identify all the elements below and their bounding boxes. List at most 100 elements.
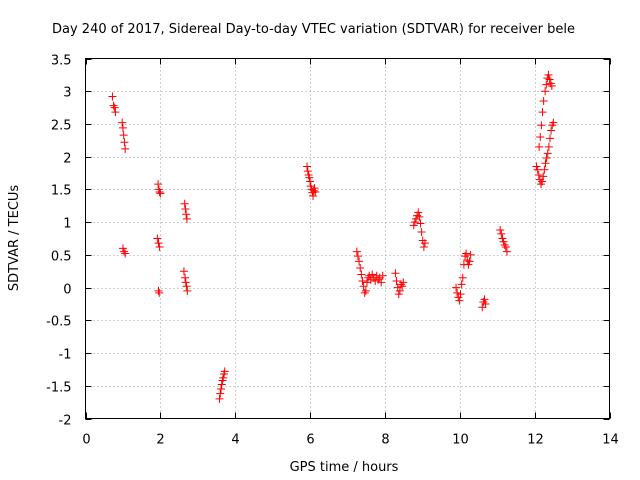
data-point <box>368 270 377 279</box>
data-point <box>179 267 188 276</box>
data-point <box>121 249 130 258</box>
data-point <box>110 103 119 112</box>
data-point <box>499 237 508 246</box>
data-point <box>217 380 226 389</box>
data-point <box>182 214 191 223</box>
data-point <box>458 273 467 282</box>
data-point <box>303 162 312 171</box>
data-point <box>118 244 127 253</box>
data-point <box>181 273 190 282</box>
data-point <box>310 184 319 193</box>
data-point <box>306 177 315 186</box>
data-point <box>501 243 510 252</box>
data-point <box>502 247 511 256</box>
data-point <box>305 173 314 182</box>
data-point <box>415 212 424 221</box>
data-point <box>181 205 190 214</box>
data-point <box>306 182 315 191</box>
data-point <box>183 286 192 295</box>
data-point <box>538 108 547 117</box>
x-tick-label: 6 <box>306 433 314 448</box>
data-point <box>536 133 545 142</box>
data-point <box>457 280 466 289</box>
data-point <box>466 250 475 259</box>
data-point <box>399 278 408 287</box>
data-point <box>547 81 556 90</box>
data-point <box>395 286 404 295</box>
data-point <box>153 234 162 243</box>
x-tick-label: 14 <box>602 433 619 448</box>
data-point <box>464 260 473 269</box>
data-point <box>156 189 165 198</box>
y-tick-label: -1.5 <box>46 381 71 396</box>
data-point <box>356 263 365 272</box>
data-point <box>118 118 127 127</box>
y-tick-label: -2 <box>59 414 72 429</box>
data-points <box>108 70 558 403</box>
x-tick-label: 4 <box>231 433 239 448</box>
data-point <box>537 121 546 130</box>
data-point <box>355 257 364 266</box>
data-point <box>542 153 551 162</box>
data-point <box>478 303 487 312</box>
data-point <box>541 87 550 96</box>
data-point <box>182 210 191 219</box>
x-tick-label: 2 <box>156 433 164 448</box>
data-point <box>456 290 465 299</box>
data-point <box>535 142 544 151</box>
data-point <box>154 180 163 189</box>
data-point <box>543 149 552 158</box>
plot-frame <box>85 58 610 419</box>
y-tick-label: -0.5 <box>46 315 71 330</box>
y-tick-label: -1 <box>59 348 72 363</box>
data-point <box>220 367 229 376</box>
data-point <box>462 249 471 258</box>
data-point <box>391 269 400 278</box>
data-point <box>545 134 554 143</box>
data-point <box>539 172 548 181</box>
data-point <box>182 282 191 291</box>
y-tick-label: 1 <box>63 217 71 232</box>
data-point <box>154 286 163 295</box>
data-point <box>120 138 129 147</box>
data-point <box>417 227 426 236</box>
data-point <box>111 108 120 117</box>
data-point <box>410 218 419 227</box>
data-point <box>360 288 369 297</box>
data-point <box>541 159 550 168</box>
x-axis: 0 2 4 6 8 10 12 14 <box>82 58 619 448</box>
x-tick-label: 0 <box>82 433 90 448</box>
data-point <box>353 252 362 261</box>
data-point <box>361 286 370 295</box>
data-point <box>120 247 129 256</box>
data-point <box>481 299 490 308</box>
data-point <box>420 239 429 248</box>
data-point <box>359 282 368 291</box>
data-point <box>155 243 164 252</box>
data-point <box>219 373 228 382</box>
y-axis-label: SDTVAR / TECUs <box>7 185 22 292</box>
data-point <box>311 188 320 197</box>
x-tick-label: 12 <box>527 433 544 448</box>
data-point <box>549 118 558 127</box>
data-point <box>532 162 541 171</box>
data-point <box>480 295 489 304</box>
data-point <box>545 75 554 84</box>
data-point <box>409 221 418 230</box>
data-point <box>155 188 164 197</box>
data-point <box>392 277 401 286</box>
x-tick-label: 10 <box>452 433 469 448</box>
x-axis-label: GPS time / hours <box>290 460 399 475</box>
data-point <box>377 278 386 287</box>
data-point <box>154 239 163 248</box>
data-point <box>155 288 164 297</box>
y-tick-label: 0 <box>63 283 71 298</box>
data-point <box>216 385 225 394</box>
data-point <box>119 131 128 140</box>
data-point <box>414 208 423 217</box>
chart-title: Day 240 of 2017, Sidereal Day-to-day VTE… <box>52 22 575 37</box>
data-point <box>497 229 506 238</box>
data-point <box>181 278 190 287</box>
data-point <box>539 97 548 106</box>
